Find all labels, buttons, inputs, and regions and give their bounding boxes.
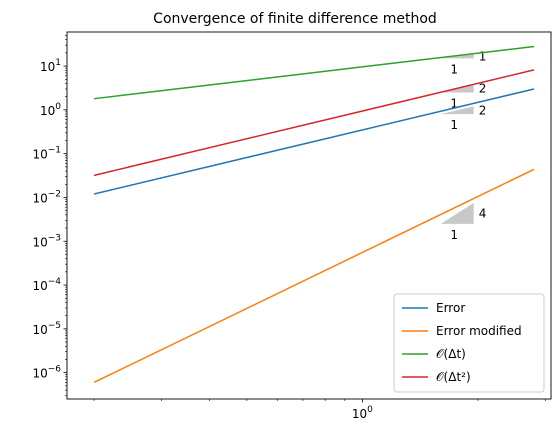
slope-triangle-1 bbox=[440, 54, 474, 59]
legend-label-2: Error modified bbox=[436, 324, 522, 338]
slope-rise-label-4: 4 bbox=[479, 206, 487, 220]
y-tick-label-4: 10−3 bbox=[32, 233, 61, 249]
legend-label-3: 𝒪(Δt) bbox=[436, 347, 466, 361]
legend-label-4: 𝒪(Δt²) bbox=[436, 370, 471, 384]
slope-run-label-3: 1 bbox=[450, 118, 458, 132]
x-tick-label-1: 100 bbox=[352, 405, 373, 421]
slope-rise-label-2: 2 bbox=[479, 82, 487, 96]
plot-frame bbox=[66, 31, 552, 400]
legend-label-1: Error bbox=[436, 301, 465, 315]
y-tick-label-2: 10−5 bbox=[32, 321, 61, 337]
slope-run-label-1: 1 bbox=[450, 62, 458, 76]
y-tick-label-7: 100 bbox=[40, 102, 61, 118]
axes: 10−6 10−5 10−4 10−3 10−2 10−1 100 101 100 bbox=[32, 35, 546, 421]
y-tick-label-1: 10−6 bbox=[32, 365, 61, 381]
chart-title: Convergence of finite difference method bbox=[153, 11, 437, 27]
legend-box bbox=[393, 293, 545, 393]
y-tick-label-3: 10−4 bbox=[32, 277, 61, 293]
plot-area: 1 1 1 2 1 2 1 4 bbox=[93, 45, 535, 384]
y-tick-label-6: 10−1 bbox=[32, 146, 61, 162]
series-line-4 bbox=[93, 69, 535, 177]
legend: Error Error modified 𝒪(Δt) 𝒪(Δt²) bbox=[393, 293, 545, 393]
slope-rise-label-3: 2 bbox=[479, 103, 487, 117]
series-line-2 bbox=[93, 168, 535, 384]
y-tick-label-5: 10−2 bbox=[32, 189, 61, 205]
series-line-3 bbox=[94, 45, 535, 100]
series-line-1 bbox=[93, 88, 535, 195]
y-tick-label-8: 101 bbox=[40, 58, 61, 74]
slope-run-label-2: 1 bbox=[450, 96, 458, 110]
slope-triangle-3 bbox=[440, 106, 474, 115]
slope-rise-label-1: 1 bbox=[479, 49, 487, 63]
slope-triangle-4 bbox=[440, 202, 474, 224]
slope-run-label-4: 1 bbox=[450, 228, 458, 242]
